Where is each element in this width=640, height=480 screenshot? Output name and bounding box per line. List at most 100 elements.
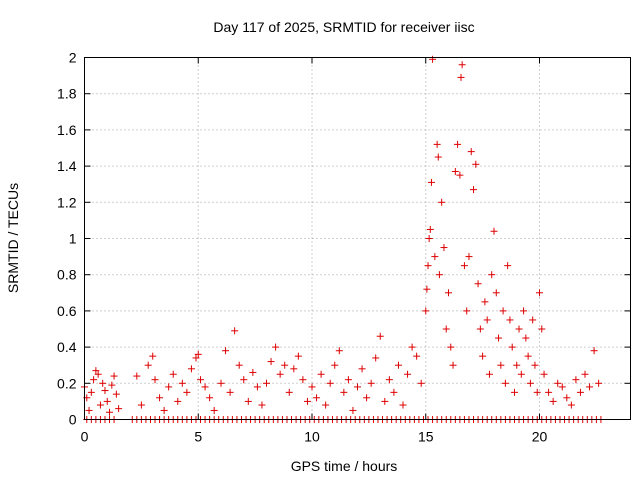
data-point [431,253,439,261]
data-point [538,325,546,333]
y-tick-label: 0.2 [57,375,77,391]
data-point [576,388,584,396]
data-point [385,376,393,384]
data-point [326,379,334,387]
data-point [413,352,421,360]
y-tick-label: 2 [69,50,77,66]
data-point [87,388,95,396]
data-point [354,383,361,391]
data-point [144,361,152,369]
data-point [94,370,102,378]
data-point [367,379,375,387]
data-point [497,361,505,369]
data-point [451,168,459,176]
x-tick-label: 15 [418,429,434,445]
data-point [206,394,214,402]
data-point [490,227,498,235]
data-point [460,262,468,270]
data-point [103,397,111,405]
data-point [358,365,366,373]
data-point [492,289,500,297]
data-point [258,401,266,409]
data-point [363,394,371,402]
data-point [101,387,109,395]
data-point [192,354,200,362]
data-point [567,401,575,409]
data-point [404,370,412,378]
data-point [417,379,425,387]
data-point [96,401,104,409]
data-point [508,343,516,351]
points-layer [81,55,605,423]
data-point [495,334,503,342]
data-point [137,401,145,409]
data-point [485,370,493,378]
data-point [467,148,475,156]
x-tick-label: 0 [81,429,89,445]
data-point [501,379,509,387]
data-point [394,361,402,369]
data-point [303,397,311,405]
data-point [276,370,284,378]
data-point [531,361,539,369]
data-point [108,381,116,389]
data-point [249,368,257,376]
y-tick-label: 0.8 [57,267,77,283]
data-point [263,379,270,387]
data-point [504,262,512,270]
data-point [472,160,480,168]
data-point [513,361,521,369]
data-point [231,327,239,335]
data-point [156,394,164,402]
data-point [510,388,518,396]
data-point [449,361,457,369]
data-point [545,388,553,396]
data-point [563,394,571,402]
data-point [340,388,348,396]
data-point [422,307,430,315]
x-axis-label: GPS time / hours [291,458,398,474]
data-point [349,406,357,414]
data-point [572,376,580,384]
data-point [272,343,280,351]
data-point [235,361,243,369]
data-point [317,370,325,378]
data-point [408,343,416,351]
data-point [335,347,343,355]
data-point [506,316,514,324]
data-point [106,408,114,416]
data-point [433,140,441,148]
data-point [426,225,434,233]
y-tick-label: 1.8 [57,86,77,102]
data-point [442,325,450,333]
data-point [457,73,465,81]
data-point [160,406,168,414]
data-point [499,307,507,315]
data-point [376,332,384,340]
data-point [429,55,437,63]
data-point [423,285,431,293]
data-point [438,198,446,206]
data-point [549,397,557,405]
data-point [299,376,307,384]
y-tick-label: 1.6 [57,122,77,138]
data-point [399,401,407,409]
data-point [586,383,594,391]
data-point [381,397,389,405]
y-tick-label: 1.4 [57,158,77,174]
data-point [470,186,478,194]
data-point [456,171,464,179]
y-tick-label: 1 [69,231,77,247]
data-point [285,388,293,396]
data-point [222,347,230,355]
data-point [244,397,252,405]
data-point [290,365,298,373]
data-point [536,289,543,297]
data-point [581,370,589,378]
data-point [115,405,123,413]
data-point [529,316,537,324]
data-point [533,388,541,396]
data-point [194,350,202,358]
y-tick-label: 0.4 [57,339,77,355]
